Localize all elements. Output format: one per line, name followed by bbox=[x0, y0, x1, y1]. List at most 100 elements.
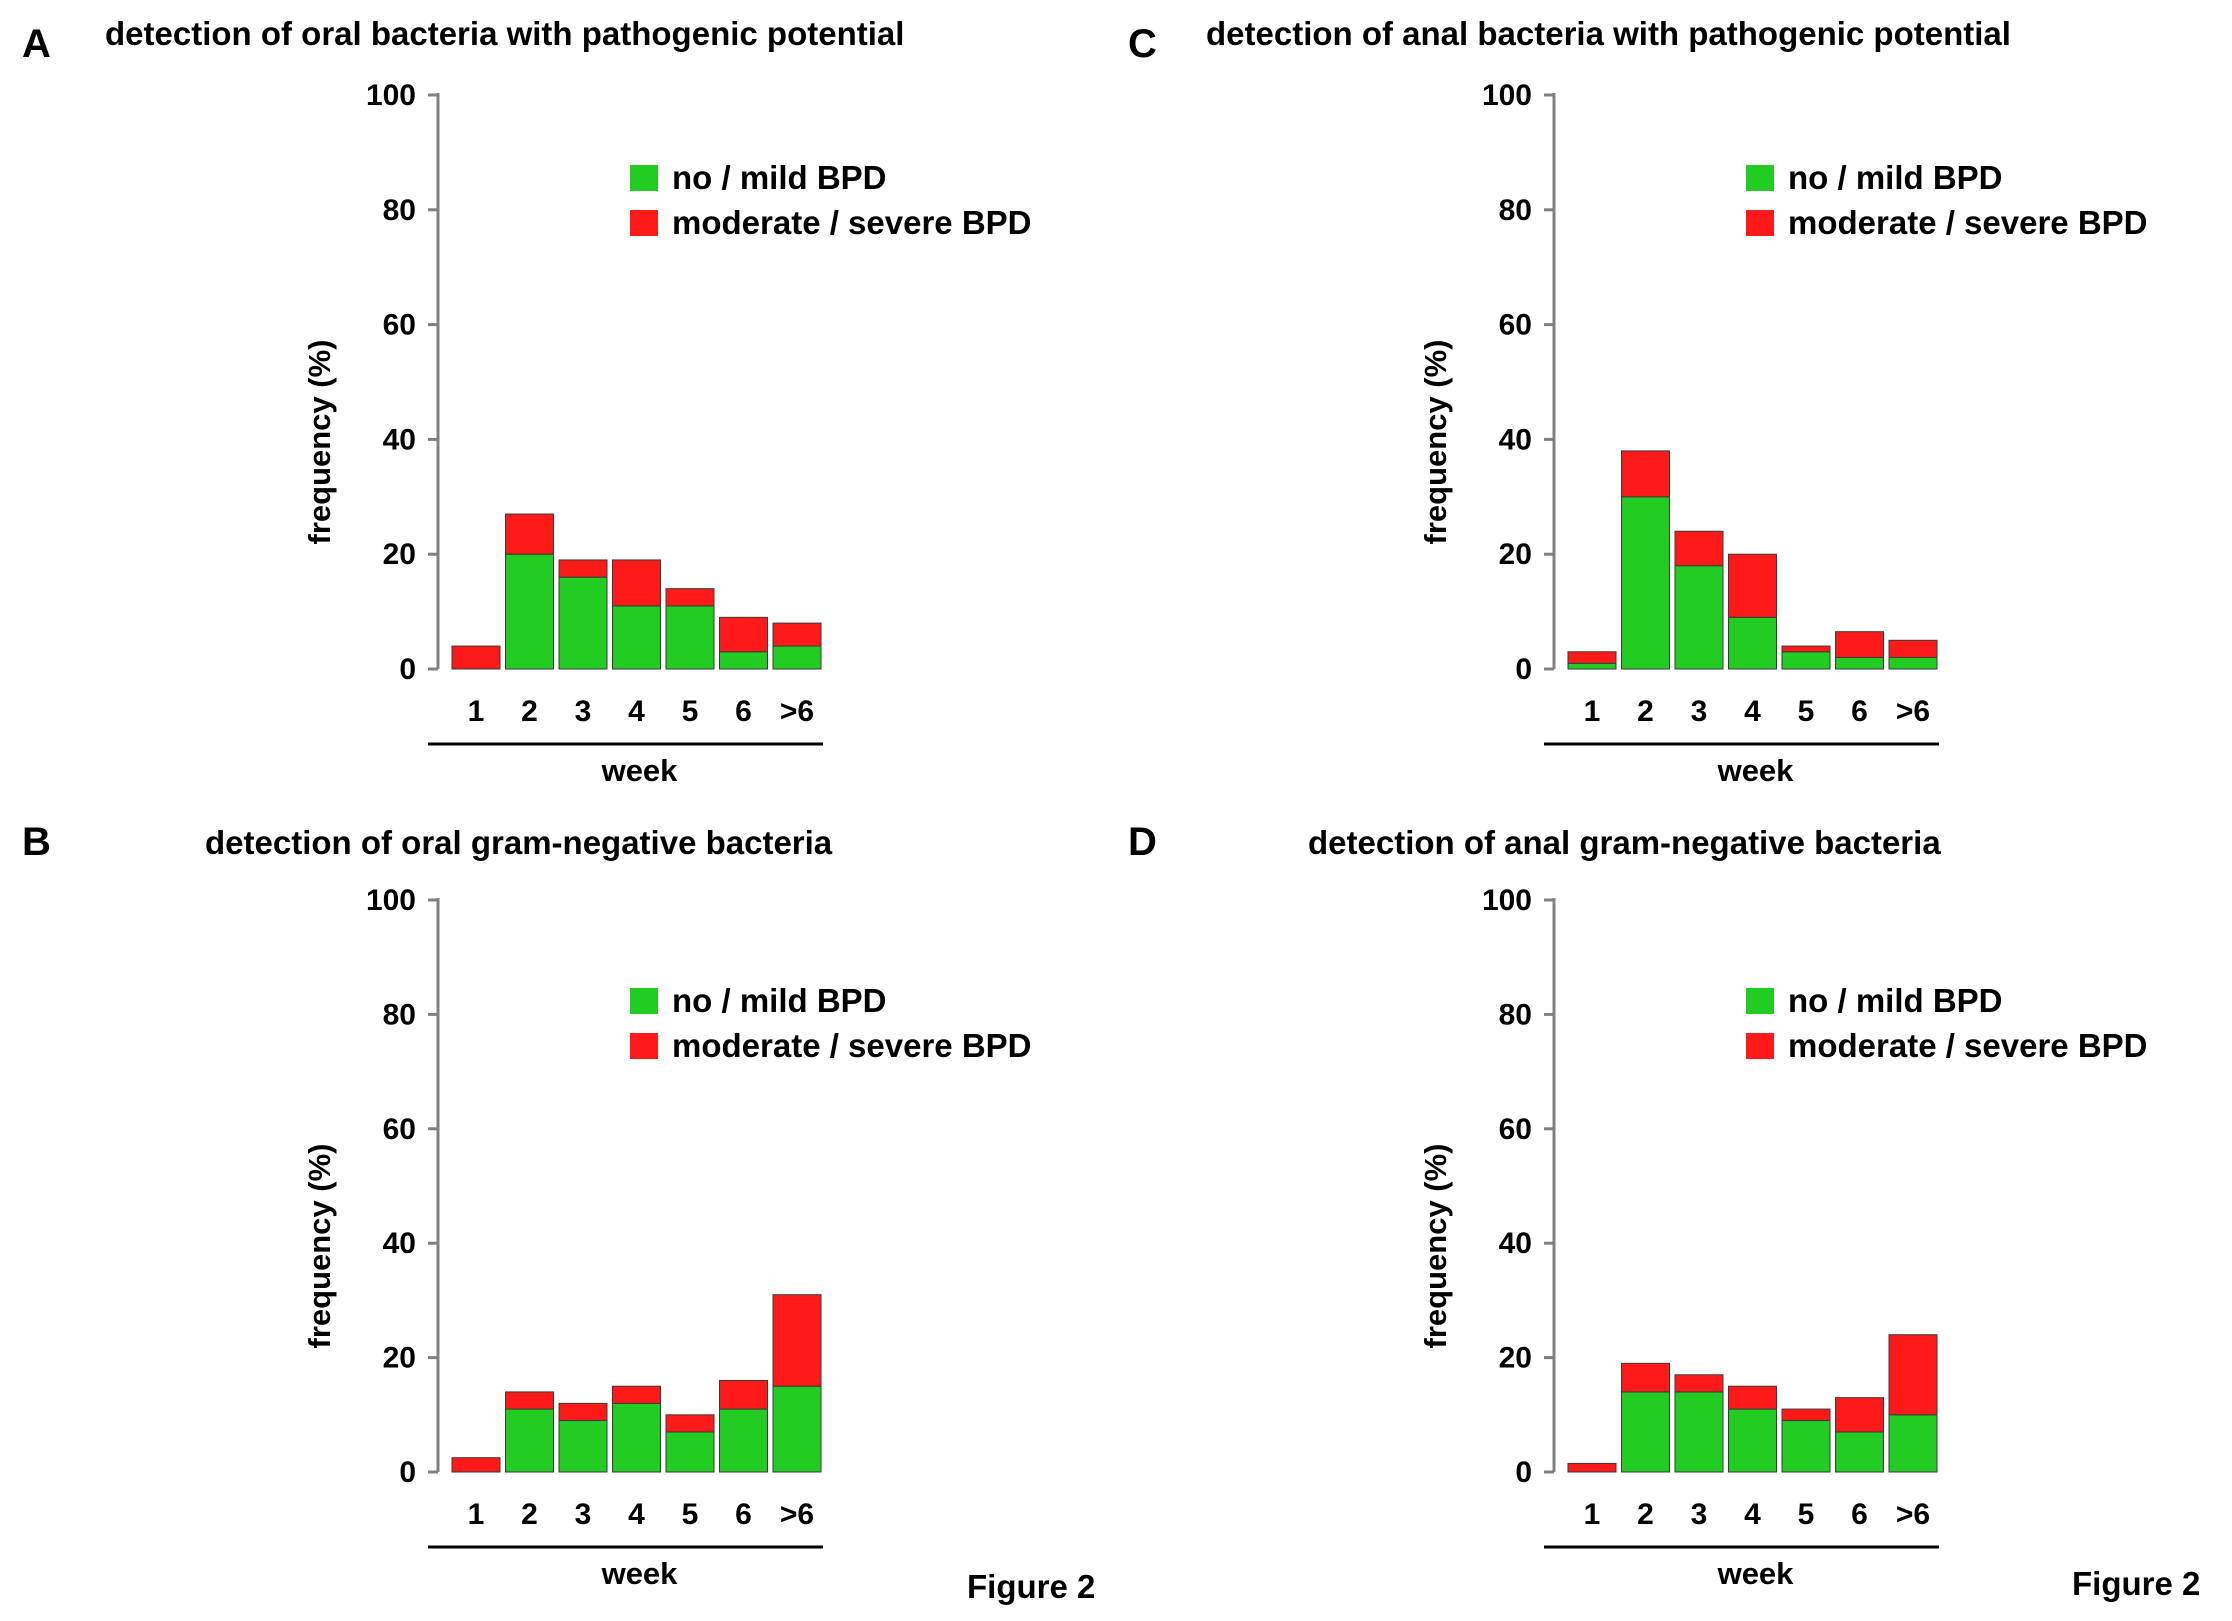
x-tick-label: 5 bbox=[682, 695, 699, 728]
x-axis-label: week bbox=[601, 1556, 679, 1591]
bar-moderate-severe-bpd bbox=[772, 1294, 822, 1387]
chart-svg: 0 20 40 60 80 100 frequency (%) 1 2 3 4 5 6 >6 week no … bbox=[302, 884, 1032, 1591]
legend-swatch bbox=[1746, 210, 1774, 236]
x-tick-label: 4 bbox=[1744, 695, 1761, 728]
x-tick-label: 2 bbox=[1637, 1498, 1654, 1531]
x-tick-label: 4 bbox=[628, 695, 645, 728]
x-tick-label: 3 bbox=[575, 695, 592, 728]
bar-moderate-severe-bpd bbox=[505, 1391, 554, 1410]
bar-no-mild-bpd bbox=[1621, 496, 1670, 670]
y-axis-label: frequency (%) bbox=[1418, 1144, 1453, 1349]
bar-no-mild-bpd bbox=[719, 1408, 768, 1473]
y-tick-label: 60 bbox=[383, 1113, 416, 1146]
bar-moderate-severe-bpd bbox=[1781, 1408, 1831, 1422]
bar-moderate-severe-bpd bbox=[558, 1402, 608, 1422]
x-tick-label: 4 bbox=[1744, 1498, 1761, 1531]
y-axis-label: frequency (%) bbox=[1418, 340, 1453, 545]
bar-moderate-severe-bpd bbox=[1674, 1374, 1724, 1393]
bar-no-mild-bpd bbox=[1835, 1431, 1884, 1473]
x-tick-label: 5 bbox=[682, 1498, 699, 1531]
x-axis-label: week bbox=[1717, 753, 1795, 788]
bar-no-mild-bpd bbox=[772, 1385, 822, 1473]
y-tick-label: 60 bbox=[383, 309, 416, 342]
chart-panel-a: A detection of oral bacteria with pathog… bbox=[0, 0, 1116, 810]
x-tick-label: >6 bbox=[1896, 695, 1930, 728]
bar-moderate-severe-bpd bbox=[1674, 530, 1724, 567]
legend-label: no / mild BPD bbox=[1788, 159, 2003, 196]
bar-moderate-severe-bpd bbox=[1835, 631, 1884, 659]
y-tick-label: 20 bbox=[1499, 538, 1532, 571]
y-tick-label: 0 bbox=[1515, 653, 1532, 686]
figure-label: Figure 2 bbox=[2072, 1565, 2201, 1602]
y-tick-label: 0 bbox=[1515, 1456, 1532, 1489]
x-tick-label: 5 bbox=[1798, 695, 1815, 728]
chart-svg: 0 20 40 60 80 100 frequency (%) 1 2 3 4 5 6 >6 week no … bbox=[1418, 79, 2148, 788]
bar-moderate-severe-bpd bbox=[451, 1457, 501, 1473]
bar-moderate-severe-bpd bbox=[1567, 651, 1617, 664]
y-tick-label: 100 bbox=[366, 884, 416, 917]
chart-title: detection of anal gram-negative bacteria bbox=[1308, 824, 1941, 861]
legend-label: moderate / severe BPD bbox=[672, 1027, 1032, 1064]
y-tick-label: 40 bbox=[1499, 1227, 1532, 1260]
x-tick-label: >6 bbox=[780, 695, 814, 728]
x-tick-label: 1 bbox=[468, 695, 485, 728]
y-tick-label: 40 bbox=[383, 423, 416, 456]
x-tick-label: 6 bbox=[735, 1498, 752, 1531]
x-tick-label: 1 bbox=[1584, 1498, 1601, 1531]
panel-letter: D bbox=[1128, 820, 1157, 864]
y-tick-label: 100 bbox=[1482, 79, 1532, 112]
y-tick-label: 0 bbox=[399, 1456, 416, 1489]
bar-no-mild-bpd bbox=[665, 1431, 715, 1473]
bar-no-mild-bpd bbox=[558, 1420, 608, 1473]
y-tick-label: 80 bbox=[1499, 194, 1532, 227]
x-tick-label: 3 bbox=[1691, 695, 1708, 728]
bar-no-mild-bpd bbox=[772, 645, 822, 670]
y-tick-label: 20 bbox=[383, 538, 416, 571]
legend-swatch bbox=[1746, 1033, 1774, 1059]
bar-no-mild-bpd bbox=[719, 651, 768, 670]
legend-label: moderate / severe BPD bbox=[1788, 1027, 2148, 1064]
bar-moderate-severe-bpd bbox=[1728, 1385, 1777, 1410]
bar-moderate-severe-bpd bbox=[1567, 1462, 1617, 1473]
legend-label: no / mild BPD bbox=[672, 159, 887, 196]
bar-moderate-severe-bpd bbox=[665, 588, 715, 607]
legend-swatch bbox=[630, 165, 658, 191]
y-axis-label: frequency (%) bbox=[302, 1144, 337, 1349]
y-tick-label: 100 bbox=[1482, 884, 1532, 917]
bar-no-mild-bpd bbox=[1888, 657, 1938, 670]
x-tick-label: 3 bbox=[1691, 1498, 1708, 1531]
y-tick-label: 20 bbox=[1499, 1342, 1532, 1375]
x-tick-label: 5 bbox=[1798, 1498, 1815, 1531]
bar-moderate-severe-bpd bbox=[612, 1385, 661, 1404]
legend-swatch bbox=[630, 1033, 658, 1059]
x-axis-label: week bbox=[601, 753, 679, 788]
bar-no-mild-bpd bbox=[1728, 1408, 1777, 1473]
bar-moderate-severe-bpd bbox=[612, 559, 661, 607]
x-tick-label: >6 bbox=[1896, 1498, 1930, 1531]
bar-no-mild-bpd bbox=[558, 576, 608, 670]
chart-title: detection of anal bacteria with pathogen… bbox=[1206, 15, 2011, 52]
y-tick-label: 80 bbox=[383, 998, 416, 1031]
y-tick-label: 80 bbox=[383, 194, 416, 227]
legend-label: no / mild BPD bbox=[672, 982, 887, 1019]
x-tick-label: 6 bbox=[1851, 1498, 1868, 1531]
x-axis-label: week bbox=[1717, 1556, 1795, 1591]
bar-moderate-severe-bpd bbox=[719, 616, 768, 653]
y-tick-label: 60 bbox=[1499, 1113, 1532, 1146]
chart-title: detection of oral bacteria with pathogen… bbox=[105, 15, 905, 52]
bar-no-mild-bpd bbox=[1674, 565, 1724, 670]
bar-no-mild-bpd bbox=[612, 1402, 661, 1473]
legend-swatch bbox=[1746, 165, 1774, 191]
bar-no-mild-bpd bbox=[1888, 1414, 1938, 1473]
bar-no-mild-bpd bbox=[1835, 657, 1884, 670]
bar-moderate-severe-bpd bbox=[1621, 1362, 1670, 1393]
bar-no-mild-bpd bbox=[1728, 616, 1777, 670]
x-tick-label: 3 bbox=[575, 1498, 592, 1531]
bar-no-mild-bpd bbox=[505, 553, 554, 670]
bar-moderate-severe-bpd bbox=[558, 559, 608, 578]
bar-moderate-severe-bpd bbox=[1888, 1334, 1938, 1416]
bar-no-mild-bpd bbox=[1674, 1391, 1724, 1473]
bar-no-mild-bpd bbox=[612, 605, 661, 670]
x-tick-label: 2 bbox=[1637, 695, 1654, 728]
bar-moderate-severe-bpd bbox=[1835, 1397, 1884, 1433]
